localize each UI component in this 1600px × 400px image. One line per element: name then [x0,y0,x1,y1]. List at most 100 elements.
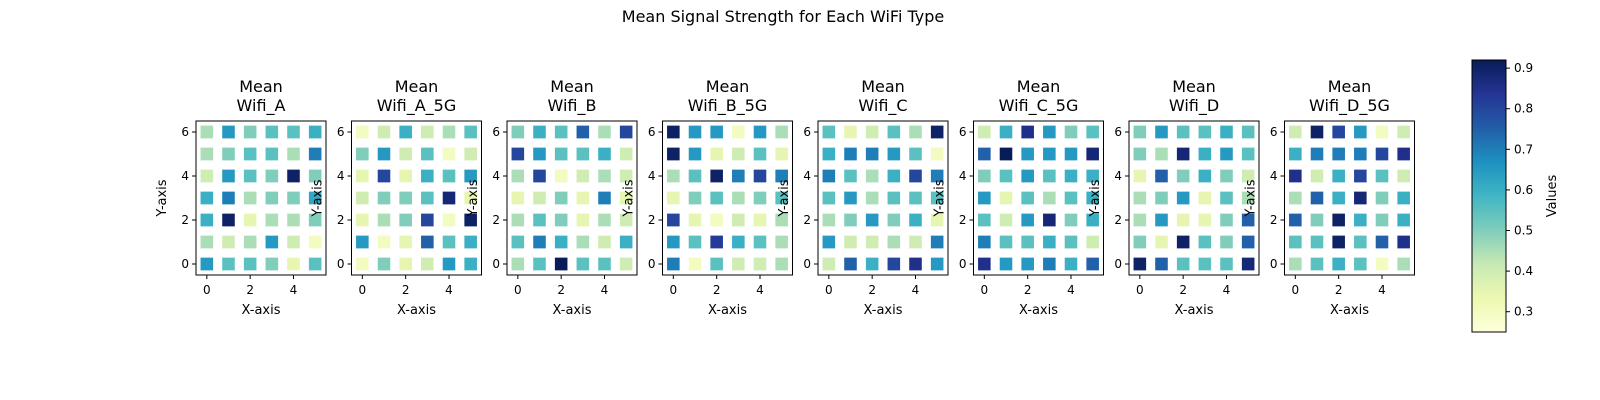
x-tick-label: 2 [557,283,565,297]
heatmap-cell [1289,213,1302,227]
heatmap-cell [822,125,836,139]
heatmap-cell [598,147,611,161]
heatmap-cell [667,169,680,183]
x-axis-label: X-axis [397,303,436,318]
heatmap-cell [999,191,1013,205]
heatmap-cell [1086,257,1099,271]
heatmap-cell [667,125,680,139]
heatmap-cell [1397,125,1410,139]
panel-title: Mean [1017,77,1061,96]
heatmap-cell [511,125,525,139]
heatmap-cell [308,125,322,139]
heatmap-cell [576,257,590,271]
y-tick-label: 2 [492,213,500,227]
x-tick-label: 4 [1223,283,1231,297]
heatmap-cell [554,169,568,183]
heatmap-cell [576,147,590,161]
heatmap-cell [200,147,214,161]
heatmap-cell [1064,191,1078,205]
y-tick-label: 2 [1270,213,1278,227]
heatmap-cell [844,257,857,271]
y-tick-label: 2 [959,213,967,227]
heatmap-cell [978,235,991,249]
heatmap-cell [533,125,546,139]
heatmap-cell [930,147,944,161]
x-tick-label: 4 [601,283,609,297]
heatmap-cell [421,125,434,139]
heatmap-cell [222,235,235,249]
y-tick-label: 6 [181,125,189,139]
panel-title: Wifi_C_5G [999,96,1079,116]
colorbar-tick-label: 0.7 [1514,142,1533,156]
heatmap-cell [442,257,456,271]
heatmap-cell [287,169,300,183]
heatmap-cell [377,235,391,249]
y-tick-label: 6 [648,125,656,139]
panel-title: Mean [550,77,594,96]
heatmap-cell [1332,213,1345,227]
heatmap-cell [1176,147,1190,161]
x-tick-label: 2 [1024,283,1032,297]
heatmap-cell [1241,169,1255,183]
heatmap-cell [1310,257,1324,271]
x-tick-label: 4 [912,283,920,297]
heatmap-cell [243,125,257,139]
heatmap-cell [1064,213,1078,227]
heatmap-cell [1289,125,1302,139]
heatmap-cell [222,147,235,161]
heatmap-cell [775,147,788,161]
heatmap-cell [930,213,944,227]
heatmap-cell [1176,213,1190,227]
heatmap-cell [533,257,546,271]
heatmap-cell [822,213,836,227]
heatmap-cell [1155,235,1168,249]
colorbar-gradient [1471,59,1507,333]
heatmap-cell [688,191,702,205]
colorbar-tick-label: 0.8 [1514,102,1533,116]
x-tick-label: 2 [868,283,876,297]
heatmap-cell [1176,257,1190,271]
heatmap-cell [999,213,1013,227]
heatmap-cell [287,213,300,227]
panel-title: Mean [239,77,283,96]
heatmap-cell [222,125,235,139]
heatmap-cell [1155,191,1168,205]
heatmap-cell [1198,257,1212,271]
y-tick-label: 4 [181,169,189,183]
heatmap-cell [732,191,745,205]
panel-title: Wifi_A [237,96,286,116]
heatmap-cell [930,235,944,249]
x-axis-label: X-axis [553,303,592,318]
y-tick-label: 0 [337,257,345,271]
heatmap-cell [1155,125,1168,139]
heatmap-cell [598,125,611,139]
heatmap-cell [511,235,525,249]
heatmap-cell [265,125,279,139]
heatmap-cell [619,235,633,249]
y-tick-label: 0 [181,257,189,271]
heatmap-cell [576,191,590,205]
heatmap-cell [1220,191,1233,205]
heatmap-cell [1310,213,1324,227]
heatmap-cell [200,213,214,227]
heatmap-cell [1241,191,1255,205]
heatmap-cell [287,147,300,161]
figure-suptitle: Mean Signal Strength for Each WiFi Type [622,7,944,26]
heatmap-cell [667,257,680,271]
heatmap-cell [308,235,322,249]
heatmap-cell [1198,213,1212,227]
heatmap-cell [753,125,767,139]
axes-frame [506,120,638,276]
heatmap-cell [511,191,525,205]
heatmap-cell [1310,125,1324,139]
heatmap-cell [421,191,434,205]
heatmap-cell [308,213,322,227]
y-axis-label: Y-axis [1244,179,1259,217]
heatmap-cell [930,169,944,183]
heatmap-cell [710,147,723,161]
heatmap-cell [1198,125,1212,139]
